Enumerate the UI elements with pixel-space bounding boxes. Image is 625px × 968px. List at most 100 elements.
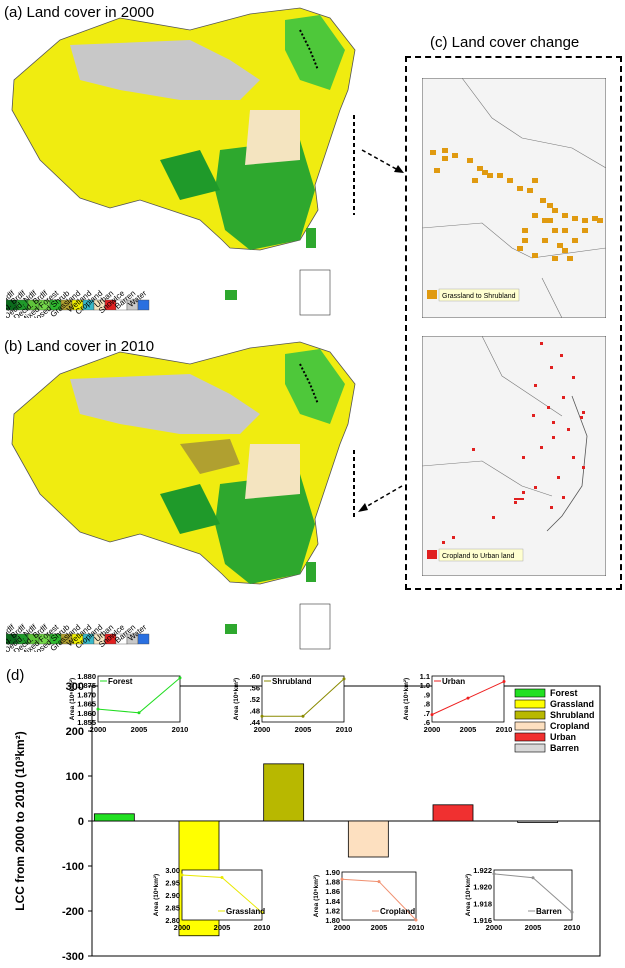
inset-x-tick: 2000	[486, 923, 503, 932]
y-tick-label: 200	[66, 726, 84, 738]
changed-pixel	[540, 342, 543, 345]
inset-y-tick: .56	[250, 684, 260, 693]
change-map-crop-to-urban: Cropland to Urban land	[422, 336, 606, 576]
legend-label: Cropland	[550, 721, 590, 731]
changed-pixel	[550, 366, 553, 369]
changed-pixel	[562, 228, 568, 233]
inset-y-tick: 1.880	[77, 672, 96, 681]
inset-x-tick: 2000	[174, 923, 191, 932]
changed-pixel	[497, 173, 503, 178]
changed-pixel	[534, 486, 537, 489]
legend-swatch	[514, 688, 546, 698]
panel-a-title: (a) Land cover in 2000	[4, 4, 155, 21]
inset-x-tick: 2000	[90, 725, 107, 734]
legend-swatch	[137, 633, 150, 645]
change-legend-top: Grassland to Shrubland	[442, 293, 516, 300]
bar-shrubland	[263, 763, 305, 822]
inset-y-tick: 1.86	[325, 887, 340, 896]
lcc-bar-chart: 300 200 100 0 -100 -200 -300 LCC from 2000 to 2…	[13, 672, 601, 963]
y-tick-label: -100	[62, 861, 84, 873]
inset-y-tick: 2.85	[165, 904, 180, 913]
y-tick-label: 300	[66, 681, 84, 693]
legend-swatch	[137, 299, 150, 311]
inset-y-tick: .48	[250, 707, 260, 716]
inset-point	[502, 680, 506, 684]
inset-point	[570, 910, 574, 914]
changed-pixel	[552, 256, 558, 261]
inset-x-tick: 2010	[408, 923, 425, 932]
changed-pixel	[532, 253, 538, 258]
inset-y-tick: .6	[424, 718, 430, 727]
changed-pixel	[482, 170, 488, 175]
legend-swatch	[514, 721, 546, 731]
changed-pixel	[567, 428, 570, 431]
y-tick-label: -200	[62, 906, 84, 918]
changed-pixel	[547, 203, 553, 208]
inset-y-tick: 1.918	[473, 899, 492, 908]
y-tick-label: 100	[66, 771, 84, 783]
changed-pixel	[452, 536, 455, 539]
changed-pixel	[582, 466, 585, 469]
inset-legend-label: Barren	[536, 907, 562, 916]
inset-y-tick: 1.922	[473, 866, 492, 875]
changed-pixel	[552, 208, 558, 213]
inset-y-label: Area (10⁶km²)	[69, 678, 76, 720]
inset-y-tick: 1.88	[325, 878, 340, 887]
changed-pixel	[532, 414, 535, 417]
panel-b-title: (b) Land cover in 2010	[4, 338, 155, 355]
changed-pixel	[562, 396, 565, 399]
y-tick-label: 0	[78, 816, 84, 828]
legend-label: Grassland	[550, 699, 594, 709]
inset-x-tick: 2005	[214, 923, 231, 932]
inset-point	[260, 911, 264, 914]
inset-y-tick: .8	[424, 700, 430, 709]
changed-pixel	[442, 541, 445, 544]
inset-x-tick: 2005	[371, 923, 388, 932]
map-2010	[11, 341, 356, 650]
inset-point	[377, 880, 381, 884]
inset-y-tick: 2.95	[165, 879, 180, 888]
south-china-sea-inset	[299, 269, 331, 316]
bar-urban	[432, 804, 474, 822]
changed-pixel	[582, 411, 585, 414]
inset-point	[430, 713, 434, 717]
changed-pixel	[522, 456, 525, 459]
changed-pixel	[507, 178, 513, 183]
changed-pixel	[517, 186, 523, 191]
inset-x-tick: 2000	[254, 725, 271, 734]
inset-point	[180, 873, 184, 877]
changed-pixel	[572, 376, 575, 379]
changed-pixel	[562, 496, 565, 499]
changed-pixel	[522, 228, 528, 233]
inset-y-tick: .9	[424, 690, 430, 699]
inset-y-label: Area (10⁶km²)	[153, 874, 160, 916]
inset-y-tick: 1.82	[325, 906, 340, 915]
legend-swatch	[514, 699, 546, 709]
changed-pixel	[442, 148, 448, 153]
inset-y-tick: 1.920	[473, 883, 492, 892]
bar-forest	[93, 813, 135, 822]
changed-pixel	[542, 238, 548, 243]
inset-x-tick: 2005	[295, 725, 312, 734]
inset-y-tick: .52	[250, 695, 260, 704]
inset-legend-label: Forest	[108, 677, 133, 686]
panel-c-title: (c) Land cover change	[430, 34, 580, 51]
changed-pixel	[472, 448, 475, 451]
changed-pixel	[540, 446, 543, 449]
inset-frame	[261, 675, 345, 723]
inset-y-label: Area (10⁶km²)	[465, 874, 472, 916]
connector-arrows	[353, 115, 404, 520]
map-2000	[11, 7, 356, 316]
changed-pixel	[477, 166, 483, 171]
changed-pixel	[572, 238, 578, 243]
changed-pixel	[522, 238, 528, 243]
inset-y-tick: 1.916	[473, 916, 492, 925]
inset-point	[466, 696, 470, 700]
inset-x-tick: 2010	[336, 725, 353, 734]
changed-pixel	[527, 188, 533, 193]
changed-pixel	[532, 213, 538, 218]
